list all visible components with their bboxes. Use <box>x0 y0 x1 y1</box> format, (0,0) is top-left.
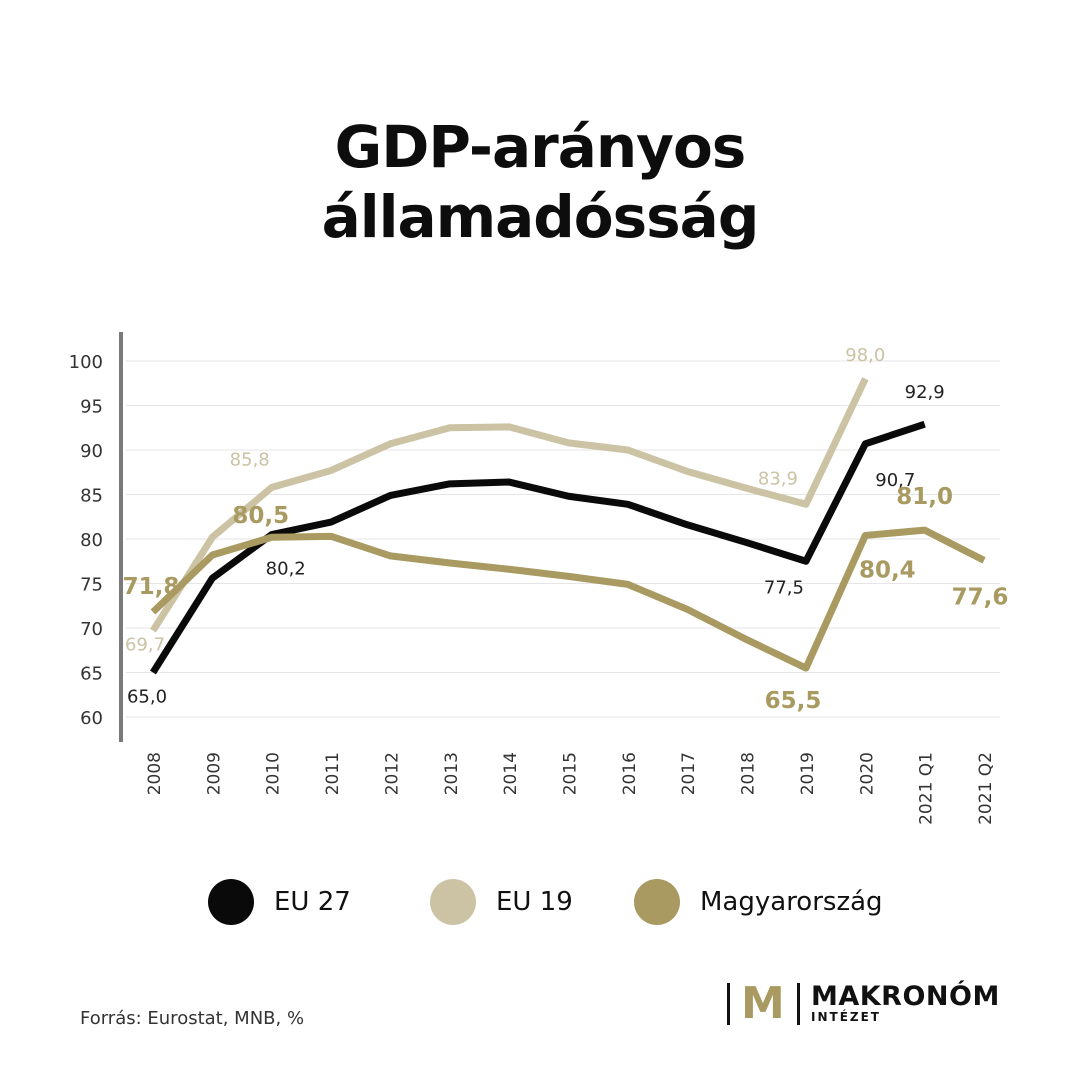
y-tick-label-100: 100 <box>69 352 103 373</box>
logo-letter: M <box>741 978 785 1029</box>
y-tick-label-75: 75 <box>80 575 103 596</box>
data-label-magyarország-11: 65,5 <box>765 688 822 714</box>
data-label-eu-27-13: 92,9 <box>905 382 945 403</box>
y-tick-label-80: 80 <box>80 530 103 551</box>
data-label-eu-19-2: 85,8 <box>230 449 270 470</box>
data-label-magyarország-0: 71,8 <box>123 574 180 600</box>
legend-item-magyarorszag: Magyarország <box>634 872 883 932</box>
y-tick-label-95: 95 <box>80 397 103 418</box>
legend-label-magyarorszag: Magyarország <box>700 887 883 917</box>
logo-divider-right <box>797 983 800 1025</box>
legend-label-eu19: EU 19 <box>496 887 573 917</box>
chart-title-line-2: államadósság <box>321 183 760 251</box>
data-label-magyarország-12: 80,4 <box>859 557 916 583</box>
y-tick-label-90: 90 <box>80 441 103 462</box>
legend-swatch-eu19 <box>430 879 476 925</box>
x-tick-label-2011: 2011 <box>323 752 343 795</box>
legend: EU 27 EU 19 Magyarország <box>0 872 1080 932</box>
x-tick-label-2015: 2015 <box>561 752 581 795</box>
x-tick-label-2016: 2016 <box>620 752 640 795</box>
x-tick-label-2021-Q2: 2021 Q2 <box>976 752 996 825</box>
y-tick-label-85: 85 <box>80 486 103 507</box>
legend-swatch-magyarorszag <box>634 879 680 925</box>
data-label-eu-27-2: 80,2 <box>266 559 306 580</box>
legend-item-eu19: EU 19 <box>430 872 573 932</box>
legend-label-eu27: EU 27 <box>274 887 351 917</box>
data-label-magyarország-14: 77,6 <box>952 584 1009 610</box>
data-label-magyarország-13: 81,0 <box>896 484 953 510</box>
data-label-eu-19-11: 83,9 <box>758 468 798 489</box>
data-label-eu-27-0: 65,0 <box>127 687 167 708</box>
y-tick-label-60: 60 <box>80 708 103 729</box>
logo-divider-left <box>727 983 730 1025</box>
logo-name: MAKRONÓM <box>811 981 1000 1012</box>
x-tick-label-2009: 2009 <box>204 752 224 795</box>
x-tick-label-2010: 2010 <box>264 752 284 795</box>
logo-subtitle: INTÉZET <box>811 1010 881 1024</box>
data-label-eu-19-0: 69,7 <box>125 635 165 656</box>
line-chart: 60 65 70 75 80 85 90 95 100 2008 2009 2010 2011 2012 2… <box>69 332 1009 825</box>
chart-title: GDP-arányos államadósság <box>0 112 1080 252</box>
y-tick-label-70: 70 <box>80 619 103 640</box>
x-tick-label-2013: 2013 <box>442 752 462 795</box>
chart-title-line-1: GDP-arányos <box>334 113 747 181</box>
series-line-eu-27 <box>150 420 926 675</box>
data-label-magyarország-2: 80,5 <box>232 503 289 529</box>
x-tick-label-2021-Q1: 2021 Q1 <box>917 752 937 825</box>
x-tick-label-2017: 2017 <box>679 752 699 795</box>
source-note: Forrás: Eurostat, MNB, % <box>80 1008 305 1029</box>
x-tick-label-2018: 2018 <box>739 752 759 795</box>
series-line-eu-19 <box>150 377 869 633</box>
data-label-eu-27-11: 77,5 <box>764 577 804 598</box>
x-tick-label-2014: 2014 <box>501 752 521 795</box>
y-tick-label-65: 65 <box>80 664 103 685</box>
series-line-magyarország <box>150 526 986 672</box>
legend-item-eu27: EU 27 <box>208 872 351 932</box>
makronom-logo: M MAKRONÓM INTÉZET <box>727 979 1007 1029</box>
data-label-eu-19-12: 98,0 <box>845 345 885 366</box>
x-tick-label-2020: 2020 <box>857 752 877 795</box>
data-label-eu-27-12: 90,7 <box>875 470 915 491</box>
x-tick-label-2012: 2012 <box>382 752 402 795</box>
x-tick-label-2019: 2019 <box>798 752 818 795</box>
x-tick-label-2008: 2008 <box>145 752 165 795</box>
legend-swatch-eu27 <box>208 879 254 925</box>
